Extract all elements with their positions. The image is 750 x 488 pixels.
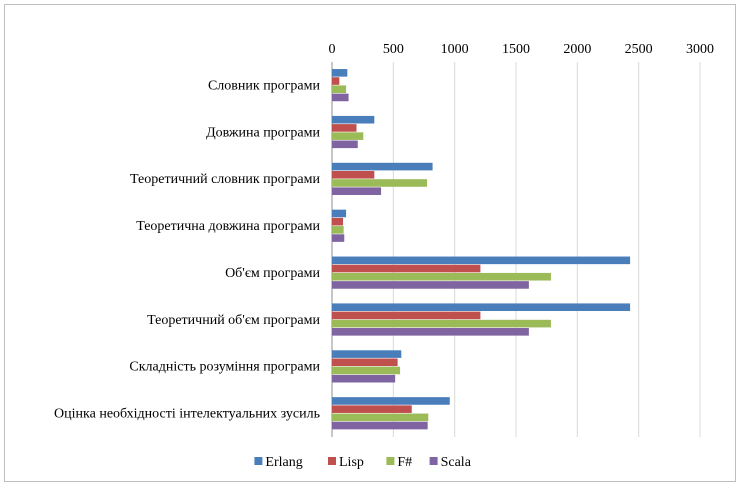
legend-swatch bbox=[386, 457, 395, 465]
bar-scala bbox=[332, 328, 529, 336]
category-label: Оцінка необхідності інтелектуальних зуси… bbox=[54, 407, 320, 422]
bar-scala bbox=[332, 281, 529, 289]
bar-erlang bbox=[332, 303, 631, 312]
bar-scala bbox=[332, 140, 358, 149]
bar-erlang bbox=[332, 162, 433, 171]
bar-erlang bbox=[332, 397, 450, 405]
x-axis-tick-labels: 0 500 1000 1500 2000 2500 3000 bbox=[329, 42, 715, 57]
legend-swatch bbox=[429, 457, 438, 465]
bar-scala bbox=[332, 374, 396, 383]
bar-lisp bbox=[332, 311, 481, 320]
legend: Erlang Lisp F# Scala bbox=[254, 455, 472, 470]
bar-f- bbox=[332, 272, 551, 281]
bars bbox=[332, 69, 631, 430]
bar-lisp bbox=[332, 405, 412, 413]
bar-f- bbox=[332, 85, 347, 94]
legend-swatch bbox=[328, 457, 336, 465]
category-label: Теоретична довжина програми bbox=[136, 219, 320, 234]
bar-f- bbox=[332, 319, 551, 328]
bar-erlang bbox=[332, 69, 348, 77]
bar-lisp bbox=[332, 77, 340, 85]
bar-erlang bbox=[332, 256, 631, 265]
category-label: Довжина програми bbox=[206, 125, 320, 140]
bar-scala bbox=[332, 234, 345, 242]
bar-f- bbox=[332, 366, 401, 375]
bar-f- bbox=[332, 413, 429, 422]
category-label: Теоретичний словник програми bbox=[130, 172, 320, 187]
category-label: Словник програми bbox=[208, 78, 321, 93]
bar-f- bbox=[332, 226, 344, 234]
bar-scala bbox=[332, 187, 382, 195]
x-tick-label: 1000 bbox=[441, 42, 469, 57]
bar-f- bbox=[332, 179, 428, 187]
bar-erlang bbox=[332, 209, 347, 218]
x-tick-label: 0 bbox=[329, 42, 336, 57]
bar-erlang bbox=[332, 350, 402, 358]
legend-label: Lisp bbox=[339, 455, 364, 470]
bar-erlang bbox=[332, 115, 375, 124]
x-tick-label: 3000 bbox=[686, 42, 714, 57]
category-label: Об'єм програми bbox=[225, 266, 320, 281]
category-label: Теоретичний об'єм програми bbox=[147, 313, 320, 328]
x-tick-label: 2000 bbox=[563, 42, 591, 57]
bar-lisp bbox=[332, 124, 357, 132]
legend-swatch bbox=[254, 457, 263, 465]
category-labels: Словник програми Довжина програми Теоретич… bbox=[54, 78, 320, 421]
x-tick-label: 1500 bbox=[502, 42, 530, 57]
bar-lisp bbox=[332, 358, 398, 367]
legend-label: F# bbox=[397, 455, 412, 470]
legend-label: Erlang bbox=[265, 455, 302, 470]
bar-lisp bbox=[332, 264, 481, 273]
x-tick-label: 2500 bbox=[625, 42, 653, 57]
bar-lisp bbox=[332, 170, 375, 179]
bar-lisp bbox=[332, 217, 344, 226]
legend-label: Scala bbox=[441, 455, 472, 470]
bar-f- bbox=[332, 132, 364, 140]
bar-scala bbox=[332, 421, 428, 430]
bar-scala bbox=[332, 93, 349, 102]
x-tick-label: 500 bbox=[383, 42, 404, 57]
category-label: Складність розуміння програми bbox=[129, 360, 320, 375]
